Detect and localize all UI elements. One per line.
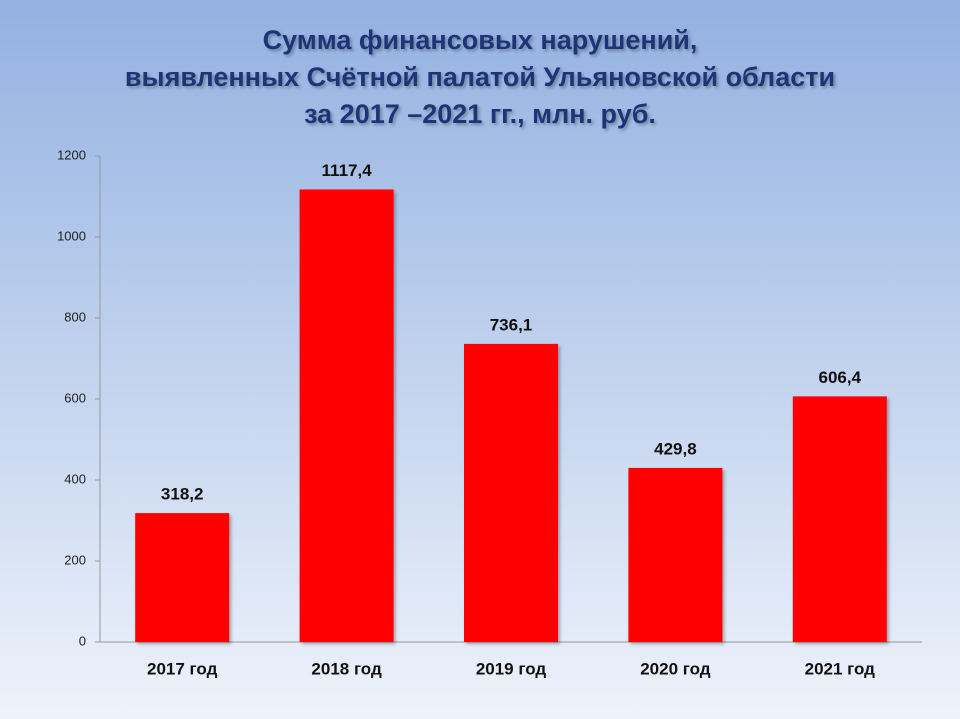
- bar: [299, 189, 394, 642]
- chart-title: за 2017 –2021 гг., млн. руб.: [304, 99, 656, 129]
- x-tick-label: 2020 год: [640, 659, 711, 678]
- x-tick-label: 2021 год: [805, 659, 876, 678]
- bar: [628, 467, 723, 642]
- y-tick-label: 400: [64, 471, 86, 486]
- bar: [464, 343, 558, 642]
- bar: [792, 396, 887, 642]
- y-tick-label: 1200: [57, 147, 86, 162]
- value-label: 429,8: [654, 439, 697, 458]
- chart-title: Сумма финансовых нарушений,: [263, 25, 698, 55]
- x-tick-label: 2018 год: [311, 659, 382, 678]
- x-tick-label: 2017 год: [147, 659, 218, 678]
- value-label: 1117,4: [322, 161, 373, 180]
- y-tick-label: 0: [79, 633, 86, 648]
- y-tick-label: 800: [64, 309, 86, 324]
- chart-title: выявленных Счётной палатой Ульяновской о…: [125, 62, 835, 92]
- y-tick-label: 200: [64, 552, 86, 567]
- value-label: 606,4: [819, 368, 862, 387]
- value-label: 736,1: [490, 315, 533, 334]
- y-tick-label: 600: [64, 390, 86, 405]
- value-label: 318,2: [161, 485, 204, 504]
- x-tick-label: 2019 год: [476, 659, 547, 678]
- bar: [135, 513, 230, 642]
- y-tick-label: 1000: [57, 228, 86, 243]
